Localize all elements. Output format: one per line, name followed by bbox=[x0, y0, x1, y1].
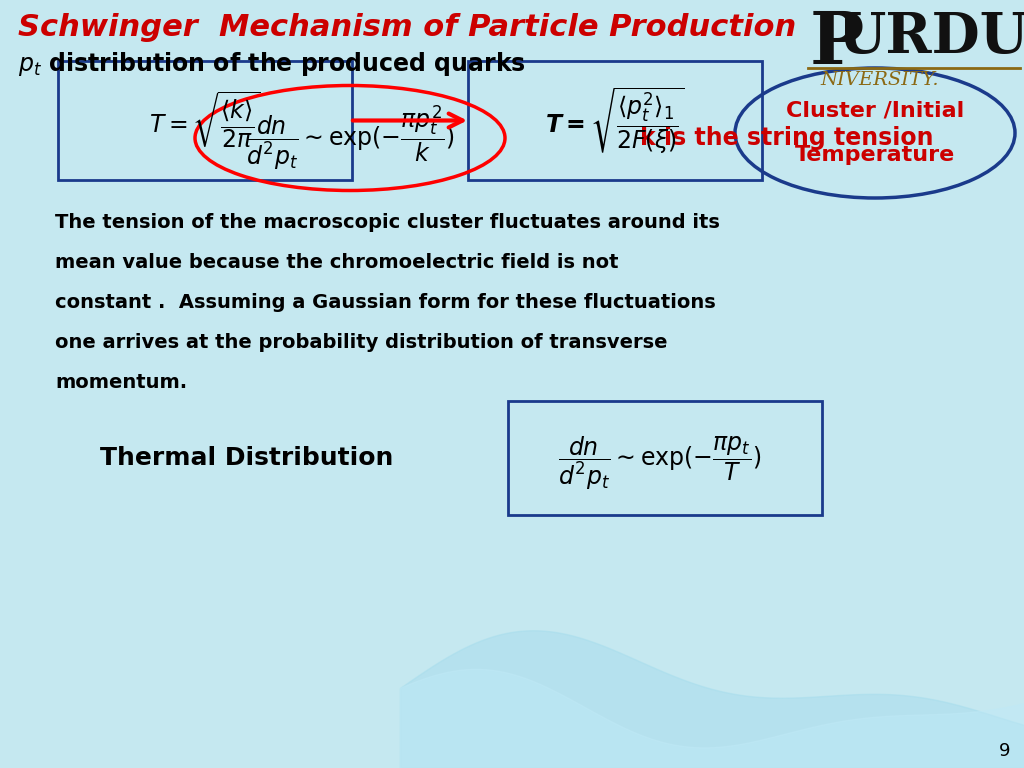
Text: $\boldsymbol{T = \sqrt{\dfrac{\langle p_t^2 \rangle_1}{2F(\xi)}}}$: $\boldsymbol{T = \sqrt{\dfrac{\langle p_… bbox=[546, 85, 685, 156]
Text: Temperature: Temperature bbox=[795, 145, 955, 165]
Text: $\dfrac{dn}{d^2 p_t} \sim \exp(-\dfrac{\pi p_t}{T})$: $\dfrac{dn}{d^2 p_t} \sim \exp(-\dfrac{\… bbox=[558, 434, 762, 492]
Text: $\dfrac{dn}{d^2 p_t} \sim \exp(-\dfrac{\pi p_t^2}{k})$: $\dfrac{dn}{d^2 p_t} \sim \exp(-\dfrac{\… bbox=[246, 104, 455, 173]
Text: Cluster /Initial: Cluster /Initial bbox=[785, 101, 965, 121]
Text: P: P bbox=[810, 8, 864, 79]
Text: 9: 9 bbox=[998, 742, 1010, 760]
Text: URDUE: URDUE bbox=[837, 10, 1024, 65]
Text: one arrives at the probability distribution of transverse: one arrives at the probability distribut… bbox=[55, 333, 668, 352]
Text: NIVERSITY.: NIVERSITY. bbox=[820, 71, 939, 89]
Text: $p_t$ distribution of the produced quarks: $p_t$ distribution of the produced quark… bbox=[18, 50, 525, 78]
Text: mean value because the chromoelectric field is not: mean value because the chromoelectric fi… bbox=[55, 253, 618, 272]
Text: $T = \sqrt{\dfrac{\langle k \rangle}{2\pi}}$: $T = \sqrt{\dfrac{\langle k \rangle}{2\p… bbox=[150, 90, 260, 151]
Text: The tension of the macroscopic cluster fluctuates around its: The tension of the macroscopic cluster f… bbox=[55, 213, 720, 232]
Text: momentum.: momentum. bbox=[55, 373, 187, 392]
Text: Thermal Distribution: Thermal Distribution bbox=[100, 446, 393, 470]
FancyBboxPatch shape bbox=[58, 61, 352, 180]
Text: k is the string tension: k is the string tension bbox=[640, 126, 934, 150]
Text: constant .  Assuming a Gaussian form for these fluctuations: constant . Assuming a Gaussian form for … bbox=[55, 293, 716, 312]
FancyBboxPatch shape bbox=[508, 401, 822, 515]
Text: Schwinger  Mechanism of Particle Production: Schwinger Mechanism of Particle Producti… bbox=[18, 13, 797, 42]
FancyBboxPatch shape bbox=[468, 61, 762, 180]
